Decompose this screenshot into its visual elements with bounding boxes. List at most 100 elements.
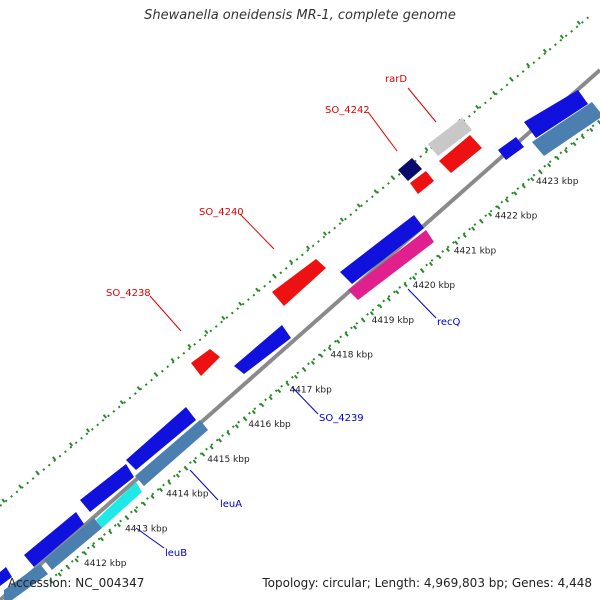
gene-so4239[interactable]	[234, 325, 291, 374]
tick-labels: 4412 kbp 4413 kbp 4414 kbp 4415 kbp 4416 kbp…	[84, 177, 579, 569]
gene-small-red[interactable]	[410, 171, 434, 194]
tick-mark	[91, 544, 96, 549]
tick-mark	[82, 551, 88, 556]
outer-tick-mark	[492, 90, 497, 96]
gene-leub[interactable]	[96, 482, 142, 528]
tick-mark	[395, 290, 400, 295]
tick-mark	[521, 184, 526, 189]
genome-backbone	[0, 68, 600, 600]
outer-tick-mark	[187, 343, 192, 349]
outer-tick-mark	[339, 217, 344, 222]
gene-upper-steel[interactable]	[532, 102, 600, 156]
tick-mark	[403, 282, 408, 288]
inner-dotted-ruler	[49, 119, 600, 581]
tick-mark	[369, 311, 374, 316]
outer-tick-mark	[170, 357, 175, 363]
outer-tick-mark	[238, 301, 243, 307]
tick-mark	[99, 537, 104, 542]
gene-blue-long[interactable]	[340, 215, 424, 284]
reverse-genes	[0, 90, 600, 600]
tick-mark	[268, 395, 273, 401]
tick-label: 4416 kbp	[248, 420, 291, 430]
tick-label: 4420 kbp	[413, 281, 456, 291]
tick-mark	[277, 388, 282, 394]
outer-tick-mark	[153, 371, 158, 377]
tick-mark	[142, 501, 147, 507]
tick-mark	[66, 565, 71, 570]
gene-label-rard[interactable]: rarD	[385, 74, 407, 85]
tick-mark	[209, 445, 214, 450]
tick-mark	[158, 487, 164, 492]
gene-lower-steel-1[interactable]	[44, 518, 102, 570]
tick-mark	[293, 374, 299, 380]
tick-mark	[378, 304, 383, 309]
gene-lower-steel-2[interactable]	[4, 564, 48, 600]
gene-label-leua[interactable]: leuA	[220, 499, 242, 510]
gene-so4242[interactable]	[398, 158, 422, 181]
gene-lower-blue-edge[interactable]	[0, 567, 12, 586]
gene-so4240[interactable]	[272, 259, 326, 306]
gene-rard[interactable]	[439, 135, 482, 173]
gene-label-so4239[interactable]: SO_4239	[319, 413, 364, 424]
tick-mark	[344, 332, 349, 337]
tick-mark	[150, 494, 155, 500]
tick-mark	[428, 261, 434, 267]
gene-upper-blue-1[interactable]	[524, 90, 588, 138]
tick-mark	[74, 558, 79, 563]
tick-mark	[361, 318, 366, 323]
tick-mark	[319, 353, 324, 358]
gene-rard-grey[interactable]	[428, 118, 472, 156]
outer-tick-mark	[255, 287, 260, 292]
gene-leua[interactable]	[135, 420, 208, 486]
outer-tick-mark	[373, 189, 378, 194]
outer-tick-mark	[119, 400, 124, 405]
tick-label: 4412 kbp	[84, 559, 127, 569]
gene-so4238[interactable]	[191, 349, 220, 376]
tick-label: 4419 kbp	[372, 316, 415, 326]
tick-mark	[386, 297, 391, 302]
outer-tick-mark	[305, 245, 311, 250]
tick-mark	[201, 452, 206, 457]
tick-mark	[49, 579, 54, 584]
accession-text: Accession: NC_004347	[8, 576, 145, 590]
tick-label: 4417 kbp	[289, 385, 332, 395]
tick-label: 4413 kbp	[125, 524, 168, 534]
map-title: Shewanella oneidensis MR-1, complete gen…	[144, 8, 456, 23]
tick-label: 4421 kbp	[454, 246, 497, 256]
outer-tick-mark	[322, 231, 327, 236]
outer-tick-mark	[424, 147, 429, 152]
tick-mark	[580, 134, 585, 140]
tick-mark	[327, 346, 332, 351]
gene-label-so4240[interactable]: SO_4240	[199, 207, 244, 218]
gene-lower-blue-2[interactable]	[80, 464, 134, 512]
tick-label: 4418 kbp	[331, 351, 374, 361]
outer-tick-mark	[102, 414, 107, 419]
gene-label-so4238[interactable]: SO_4238	[106, 288, 151, 299]
tick-mark	[462, 233, 467, 238]
outer-tick-mark	[68, 442, 74, 447]
outer-tick-mark	[559, 34, 564, 39]
gene-recq[interactable]	[348, 230, 434, 300]
outer-tick-mark	[525, 62, 531, 68]
tick-mark	[513, 191, 518, 196]
tick-label: 4415 kbp	[207, 455, 250, 465]
tick-mark	[226, 431, 231, 436]
tick-mark	[184, 466, 189, 471]
tick-mark	[547, 162, 552, 168]
gene-upper-blue-small[interactable]	[498, 137, 524, 160]
gene-lower-blue-1[interactable]	[126, 407, 196, 470]
outer-dotted-ruler	[0, 15, 591, 507]
gene-label-recq[interactable]: recQ	[437, 317, 461, 328]
tick-label: 4423 kbp	[536, 177, 579, 187]
gene-label-leub[interactable]: leuB	[165, 548, 187, 559]
outer-tick-mark	[18, 484, 23, 489]
tick-mark	[285, 381, 290, 387]
gene-label-so4242[interactable]: SO_4242	[325, 105, 370, 116]
outer-tick-mark	[1, 498, 6, 503]
tick-mark	[412, 275, 417, 281]
tick-mark	[479, 219, 484, 224]
tick-mark	[437, 254, 442, 260]
tick-mark	[243, 417, 248, 422]
gene-lower-blue-3[interactable]	[24, 512, 84, 567]
